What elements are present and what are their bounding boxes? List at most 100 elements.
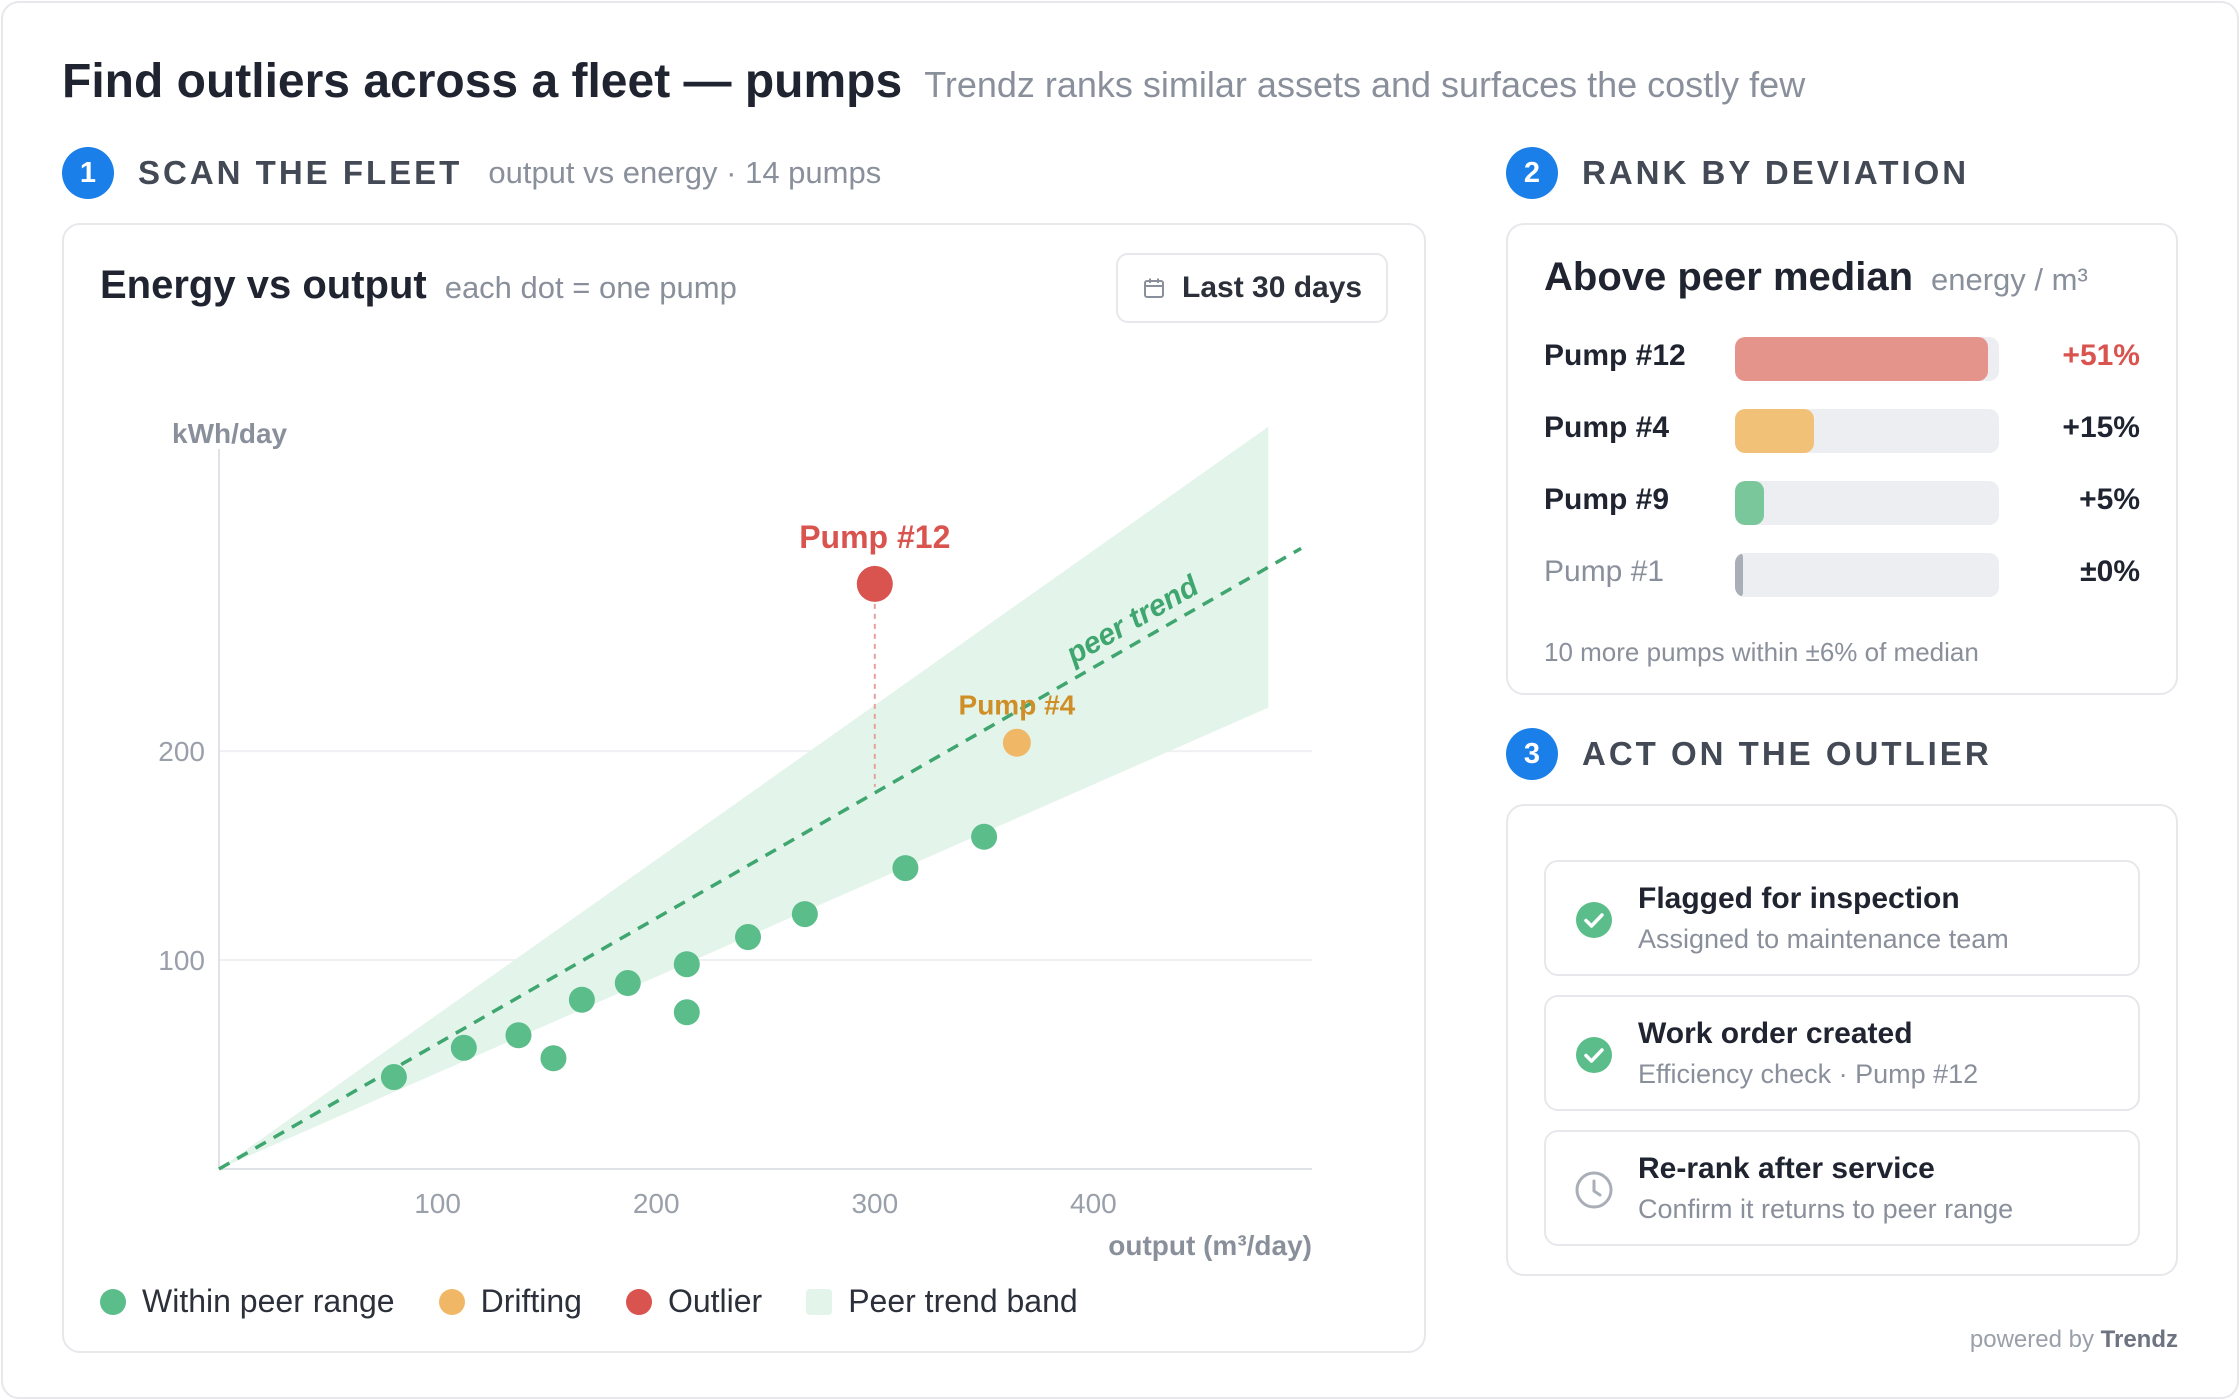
peer-point [892,855,919,882]
rank-row[interactable]: Pump #12 +51% [1544,333,2140,383]
legend-label: Outlier [667,1283,763,1319]
peer-point [735,924,762,951]
deviation-bar-fill [1735,337,1989,381]
point-label: Pump #4 [959,690,1076,721]
drifting-point [1002,728,1031,757]
page-header: Find outliers across a fleet — pumps Tre… [62,54,1805,109]
chart-heading: Energy vs output each dot = one pump [100,263,737,308]
legend-label: Within peer range [142,1283,395,1319]
legend-swatch [438,1288,465,1315]
action-subtitle: Assigned to maintenance team [1638,924,2009,954]
x-tick-label: 200 [633,1188,680,1219]
rank-heading: Above peer median energy / m³ [1544,255,2088,300]
powered-by: powered by Trendz [1970,1326,2178,1354]
step-badge-2: 2 [1506,147,1558,199]
rank-unit: energy / m³ [1931,262,2088,297]
deviation-bar-fill [1735,481,1765,525]
peer-point [971,823,998,850]
section-act-header: 3 ACT ON THE OUTLIER [1506,728,1992,780]
deviation-value: +5% [2079,483,2140,516]
page-title: Find outliers across a fleet — pumps [62,55,903,108]
x-tick-label: 400 [1070,1188,1117,1219]
action-title: Work order created [1638,1017,1913,1050]
peer-point [540,1045,567,1072]
section-rank-header: 2 RANK BY DEVIATION [1506,147,1969,199]
rank-pump-name: Pump #4 [1544,411,1670,444]
deviation-bar-fill [1735,409,1815,453]
action-title: Re-rank after service [1638,1152,1935,1185]
brand-name: Trendz [2100,1326,2178,1353]
rank-note: 10 more pumps within ±6% of median [1544,637,1979,667]
section-label: RANK BY DEVIATION [1582,154,1970,191]
deviation-bar-fill [1735,553,1743,597]
point-label: Pump #12 [799,519,950,555]
peer-point [505,1022,532,1049]
rank-pump-name: Pump #1 [1544,555,1665,588]
peer-point [614,970,641,997]
rank-row[interactable]: Pump #4 +15% [1544,405,2140,455]
chart-title: Energy vs output [100,263,427,307]
outlier-point [856,565,893,602]
legend-swatch [100,1288,126,1315]
legend-label: Peer trend band [848,1283,1078,1319]
step-badge-1: 1 [62,147,114,199]
clock-icon [1575,1171,1613,1209]
peer-trend-line [218,546,1302,1171]
legend-swatch [625,1288,652,1315]
x-axis-label: output (m³/day) [1108,1230,1312,1261]
scatter-card: Energy vs output each dot = one pump Las… [62,223,1426,1353]
calendar-icon [1144,278,1164,298]
action-subtitle: Efficiency check · Pump #12 [1638,1059,1979,1089]
deviation-value: +51% [2062,339,2140,372]
action-item[interactable]: Flagged for inspection Assigned to mainte… [1544,860,2140,976]
peer-point [673,951,700,978]
rank-pump-name: Pump #9 [1544,483,1670,516]
rank-pump-name: Pump #12 [1544,339,1686,372]
powered-by-prefix: powered by [1969,1326,2094,1353]
legend-item: Drifting [438,1283,582,1320]
section-subtitle: output vs energy · 14 pumps [488,155,882,190]
legend-swatch [806,1288,833,1315]
step-badge-3: 3 [1506,728,1558,780]
peer-point [450,1034,477,1061]
legend-item: Outlier [625,1283,763,1320]
x-tick-label: 100 [414,1188,461,1219]
deviation-value: +15% [2062,411,2140,444]
deviation-bar-track [1735,337,1999,381]
rank-row[interactable]: Pump #9 +5% [1544,477,2140,527]
y-tick-label: 100 [158,945,205,976]
rank-row[interactable]: Pump #1 ±0% [1544,549,2140,599]
deviation-bar-track [1735,553,1999,597]
action-item[interactable]: Work order created Efficiency check · Pum… [1544,995,2140,1111]
legend-item: Within peer range [100,1283,395,1320]
legend-label: Drifting [480,1283,582,1319]
action-subtitle: Confirm it returns to peer range [1638,1194,2014,1224]
y-axis-label: kWh/day [172,418,288,449]
date-range-label: Last 30 days [1182,271,1363,304]
action-card: Flagged for inspection Assigned to mainte… [1506,804,2178,1276]
peer-point [673,999,700,1026]
peer-trend-band [219,426,1269,1170]
action-item[interactable]: Re-rank after service Confirm it returns … [1544,1130,2140,1246]
section-label: ACT ON THE OUTLIER [1582,735,1992,772]
deviation-bar-track [1735,409,1999,453]
page-subtitle: Trendz ranks similar assets and surfaces… [924,64,1806,105]
deviation-bar-track [1735,481,1999,525]
deviation-value: ±0% [2080,555,2140,588]
peer-point [380,1064,407,1091]
peer-point [568,986,595,1013]
legend-item: Peer trend band [806,1283,1078,1320]
check-circle-icon [1576,1037,1612,1073]
rank-card: Above peer median energy / m³ Pump #12 +5… [1506,223,2178,695]
action-title: Flagged for inspection [1638,882,1960,915]
x-tick-label: 300 [851,1188,898,1219]
section-label: SCAN THE FLEET [138,154,463,191]
section-scan-header: 1 SCAN THE FLEET output vs energy · 14 p… [62,147,881,199]
date-range-button[interactable]: Last 30 days [1116,253,1388,323]
rank-title: Above peer median [1544,255,1914,299]
check-circle-icon [1576,902,1612,938]
peer-point [791,901,818,928]
chart-legend: Within peer range Drifting Outlier Peer tre… [100,1283,1122,1320]
